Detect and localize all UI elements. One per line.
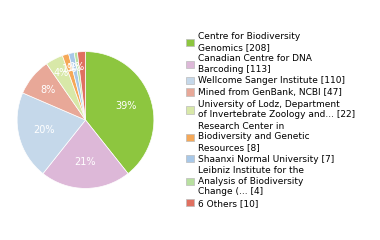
Wedge shape	[47, 56, 86, 120]
Text: 1%: 1%	[62, 64, 78, 74]
Legend: Centre for Biodiversity
Genomics [208], Canadian Centre for DNA
Barcoding [113],: Centre for Biodiversity Genomics [208], …	[184, 30, 356, 210]
Wedge shape	[69, 53, 86, 120]
Text: 21%: 21%	[75, 157, 96, 168]
Wedge shape	[17, 93, 85, 174]
Wedge shape	[78, 52, 86, 120]
Text: 39%: 39%	[115, 101, 136, 111]
Wedge shape	[23, 64, 86, 120]
Wedge shape	[74, 52, 86, 120]
Wedge shape	[86, 52, 154, 174]
Wedge shape	[62, 54, 86, 120]
Text: 8%: 8%	[41, 85, 56, 95]
Text: 1%: 1%	[67, 63, 82, 73]
Wedge shape	[43, 120, 128, 188]
Text: 4%: 4%	[54, 67, 69, 78]
Text: 1%: 1%	[70, 62, 86, 72]
Text: 20%: 20%	[33, 125, 55, 135]
